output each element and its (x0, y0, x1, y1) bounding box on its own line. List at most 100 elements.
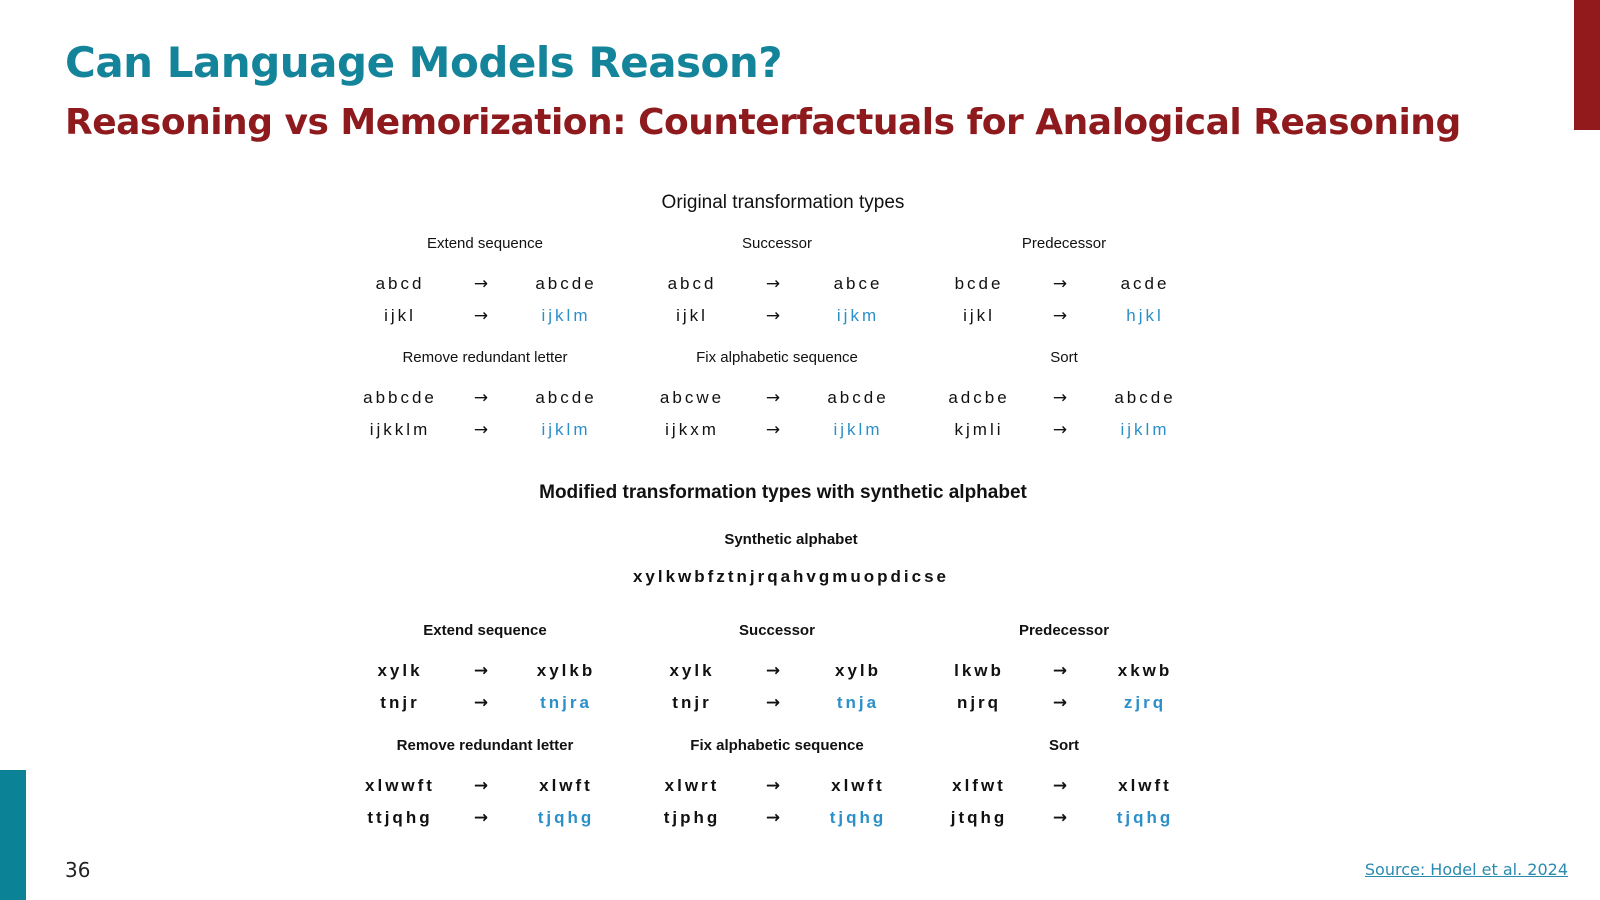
arrow-icon: → (765, 776, 781, 796)
original-panel: Predecessor bcde → acde ijkl → hjkl (924, 234, 1204, 332)
modified-panel: Fix alphabetic sequence xlwrt → xlwft tjphg →… (637, 736, 917, 834)
answer-sequence: ijkm (836, 306, 880, 325)
arrow-icon: → (1052, 274, 1068, 294)
target-sequence: abcde (535, 274, 597, 293)
answer-sequence: ijklm (541, 306, 591, 325)
source-sequence: ijkl (384, 306, 416, 325)
original-panel: Remove redundant letter abbcde → abcde ijkkl… (345, 348, 625, 446)
answer-sequence: zjrq (1123, 693, 1167, 712)
target-sequence: abcde (535, 388, 597, 407)
corner-accent-bar (1574, 0, 1600, 130)
source-sequence: lkwb (954, 661, 1004, 680)
modified-panel: Sort xlfwt → xlwft jtqhg → tjqhg (924, 736, 1204, 834)
example-row: njrq → zjrq (924, 687, 1204, 719)
panel-title: Extend sequence (423, 622, 547, 639)
target-sequence: xlwft (1118, 776, 1172, 795)
target-sequence: xlwft (831, 776, 885, 795)
arrow-icon: → (765, 808, 781, 828)
arrow-icon: → (473, 661, 489, 681)
original-panel: Fix alphabetic sequence abcwe → abcde ijkxm →… (637, 348, 917, 446)
panel-title: Sort (1050, 349, 1078, 366)
modified-panel: Successor xylk → xylb tnjr → tnja (637, 621, 917, 719)
example-row: bcde → acde (924, 268, 1204, 300)
source-sequence: njrq (956, 693, 1002, 712)
panel-title: Fix alphabetic sequence (696, 349, 858, 366)
example-row: lkwb → xkwb (924, 655, 1204, 687)
answer-sequence: tjqhg (537, 808, 595, 827)
answer-sequence: tjqhg (829, 808, 887, 827)
example-row: xylk → xylb (637, 655, 917, 687)
source-sequence: xylk (669, 661, 715, 680)
example-row: abcwe → abcde (637, 382, 917, 414)
panel-title: Remove redundant letter (396, 737, 574, 754)
arrow-icon: → (765, 388, 781, 408)
target-sequence: abcde (1114, 388, 1176, 407)
panel-title: Sort (1049, 737, 1079, 754)
arrow-icon: → (765, 661, 781, 681)
panel-title: Successor (741, 235, 813, 252)
original-panel: Extend sequence abcd → abcde ijkl → ijklm (345, 234, 625, 332)
answer-sequence: tnjra (540, 693, 592, 712)
arrow-icon: → (1052, 388, 1068, 408)
source-sequence: abcd (375, 274, 425, 293)
source-link[interactable]: Source: Hodel et al. 2024 (1364, 860, 1568, 879)
arrow-icon: → (765, 306, 781, 326)
arrow-icon: → (1052, 776, 1068, 796)
source-sequence: xlwwft (365, 776, 435, 795)
panel-title: Predecessor (1018, 622, 1110, 639)
target-sequence: abcde (827, 388, 889, 407)
source-sequence: kjmli (954, 420, 1004, 439)
target-sequence: acde (1120, 274, 1170, 293)
target-sequence: abce (833, 274, 883, 293)
source-sequence: abcd (667, 274, 717, 293)
source-sequence: ijkxm (665, 420, 719, 439)
panel-title: Successor (739, 622, 815, 639)
example-row: abcd → abce (637, 268, 917, 300)
target-sequence: xkwb (1117, 661, 1173, 680)
original-types-heading: Original transformation types (661, 192, 905, 213)
panel-title: Extend sequence (427, 235, 543, 252)
arrow-icon: → (1052, 306, 1068, 326)
arrow-icon: → (1052, 693, 1068, 713)
example-row: tnjr → tnja (637, 687, 917, 719)
arrow-icon: → (1052, 420, 1068, 440)
arrow-icon: → (765, 274, 781, 294)
example-row: ijkklm → ijklm (345, 414, 625, 446)
arrow-icon: → (473, 693, 489, 713)
arrow-icon: → (473, 808, 489, 828)
example-row: abbcde → abcde (345, 382, 625, 414)
source-sequence: ttjqhg (367, 808, 433, 827)
modified-panel: Extend sequence xylk → xylkb tnjr → tnjra (345, 621, 625, 719)
example-row: tjphg → tjqhg (637, 802, 917, 834)
source-sequence: jtqhg (950, 808, 1008, 827)
arrow-icon: → (473, 420, 489, 440)
example-row: kjmli → ijklm (924, 414, 1204, 446)
example-row: xlwwft → xlwft (345, 770, 625, 802)
arrow-icon: → (1052, 808, 1068, 828)
source-sequence: ijkl (676, 306, 708, 325)
panel-title: Fix alphabetic sequence (690, 737, 864, 754)
synthetic-alphabet-label: Synthetic alphabet (724, 531, 858, 548)
slide-subtitle: Reasoning vs Memorization: Counterfactua… (65, 102, 1461, 143)
synthetic-alphabet: xylkwbfztnjrqahvgmuopdicse (632, 567, 950, 586)
arrow-icon: → (473, 776, 489, 796)
arrow-icon: → (473, 306, 489, 326)
source-sequence: xlfwt (952, 776, 1006, 795)
arrow-icon: → (765, 693, 781, 713)
source-sequence: abcwe (659, 388, 725, 407)
source-sequence: adcbe (948, 388, 1010, 407)
modified-panel: Remove redundant letter xlwwft → xlwft ttjqh… (345, 736, 625, 834)
answer-sequence: tjqhg (1116, 808, 1174, 827)
source-sequence: ijkklm (369, 420, 431, 439)
source-sequence: ijkl (963, 306, 995, 325)
source-sequence: abbcde (363, 388, 437, 407)
example-row: ttjqhg → tjqhg (345, 802, 625, 834)
example-row: ijkl → ijklm (345, 300, 625, 332)
slide-number: 36 (65, 858, 91, 882)
arrow-icon: → (765, 420, 781, 440)
target-sequence: xlwft (539, 776, 593, 795)
panel-title: Remove redundant letter (402, 349, 568, 366)
arrow-icon: → (473, 388, 489, 408)
